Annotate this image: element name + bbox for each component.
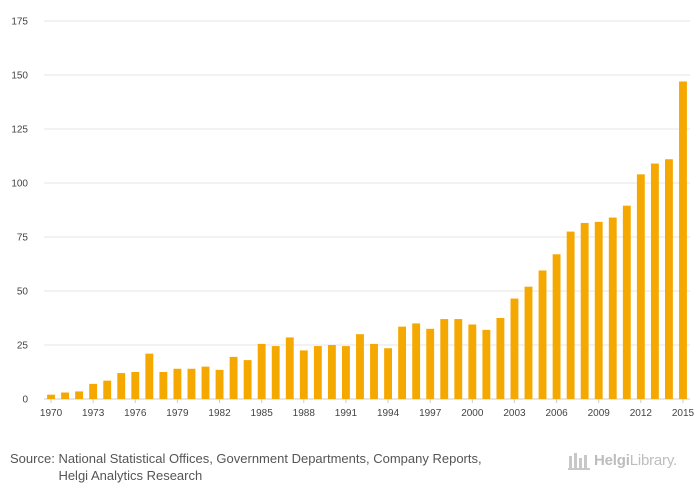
bar-1978 <box>159 372 168 399</box>
bar-2015 <box>679 81 687 399</box>
x-tick-label: 1970 <box>40 408 63 419</box>
bar-2008 <box>580 222 589 399</box>
x-tick-label: 1979 <box>166 408 189 419</box>
bar-1992 <box>356 334 364 399</box>
bar-1972 <box>75 391 84 399</box>
bar-2010 <box>608 217 617 399</box>
y-tick-label: 0 <box>22 395 28 406</box>
bar-1999 <box>454 319 463 399</box>
bar-1976 <box>131 372 140 399</box>
source-line-1: National Statistical Offices, Government… <box>58 451 482 466</box>
bar-2011 <box>622 205 631 399</box>
bar-1995 <box>398 326 407 399</box>
bar-1993 <box>370 343 378 399</box>
x-tick-label: 2003 <box>503 408 526 419</box>
bar-2004 <box>524 286 533 399</box>
bar-1973 <box>89 383 98 399</box>
bar-2001 <box>482 329 491 399</box>
bar-1977 <box>145 353 154 399</box>
bar-1975 <box>117 373 126 399</box>
bar-1994 <box>384 348 392 399</box>
y-tick-label: 150 <box>11 71 28 82</box>
x-tick-label: 2009 <box>588 408 611 419</box>
x-tick-label: 1994 <box>377 408 400 419</box>
source-label: Source: <box>10 451 55 466</box>
bar-1970 <box>47 394 55 399</box>
y-tick-label: 100 <box>11 179 28 190</box>
y-tick-label: 25 <box>17 341 29 352</box>
bar-1987 <box>285 337 294 399</box>
x-tick-label: 1991 <box>335 408 358 419</box>
bar-1971 <box>61 392 69 399</box>
helgi-library-logo[interactable]: HelgiLibrary. <box>568 448 692 472</box>
x-tick-label: 1976 <box>124 408 147 419</box>
bar-1974 <box>103 380 112 399</box>
x-tick-label: 1973 <box>82 408 105 419</box>
bar-2009 <box>594 221 603 399</box>
bar-1998 <box>440 319 449 399</box>
bar-1990 <box>327 345 336 399</box>
x-tick-label: 2000 <box>461 408 484 419</box>
bar-1982 <box>215 369 224 399</box>
x-tick-label: 2012 <box>630 408 653 419</box>
logo-text: HelgiLibrary. <box>594 452 677 469</box>
bar-1983 <box>229 356 238 399</box>
bar-2003 <box>510 298 519 399</box>
x-tick-label: 1988 <box>293 408 316 419</box>
bar-2000 <box>468 324 477 399</box>
bar-2012 <box>636 174 645 399</box>
x-tick-label: 2015 <box>672 408 695 419</box>
x-tick-label: 1982 <box>208 408 231 419</box>
y-tick-label: 125 <box>11 125 28 136</box>
source-note: Source: National Statistical Offices, Go… <box>10 450 550 484</box>
x-tick-label: 1985 <box>251 408 274 419</box>
bar-1984 <box>243 360 252 399</box>
bar-1996 <box>412 323 421 399</box>
bar-2005 <box>538 270 547 399</box>
bar-1989 <box>313 346 322 399</box>
x-tick-label: 1997 <box>419 408 442 419</box>
x-tick-label: 2006 <box>545 408 568 419</box>
source-line-2: Helgi Analytics Research <box>58 468 203 483</box>
bar-1985 <box>257 343 266 399</box>
bar-2006 <box>552 254 561 399</box>
y-tick-label: 175 <box>11 17 28 28</box>
bar-2007 <box>566 231 575 399</box>
bar-1980 <box>187 368 196 399</box>
library-building-icon <box>568 453 590 470</box>
bar-1979 <box>173 368 182 399</box>
y-tick-label: 50 <box>17 287 29 298</box>
bar-2002 <box>496 318 505 399</box>
bar-2014 <box>665 159 673 399</box>
y-tick-label: 75 <box>17 233 29 244</box>
bar-chart: 0 25 50 75 100 125 150 175 1970 1973 1976 1979 1982 1… <box>11 17 695 420</box>
bar-2013 <box>650 163 659 399</box>
bar-1981 <box>201 366 210 399</box>
logo-text-library: Library. <box>629 451 678 469</box>
bar-1991 <box>342 346 350 399</box>
bar-1988 <box>299 350 308 399</box>
bar-1986 <box>271 346 280 399</box>
logo-text-helgi: Helgi <box>594 451 630 469</box>
bar-1997 <box>426 328 435 399</box>
